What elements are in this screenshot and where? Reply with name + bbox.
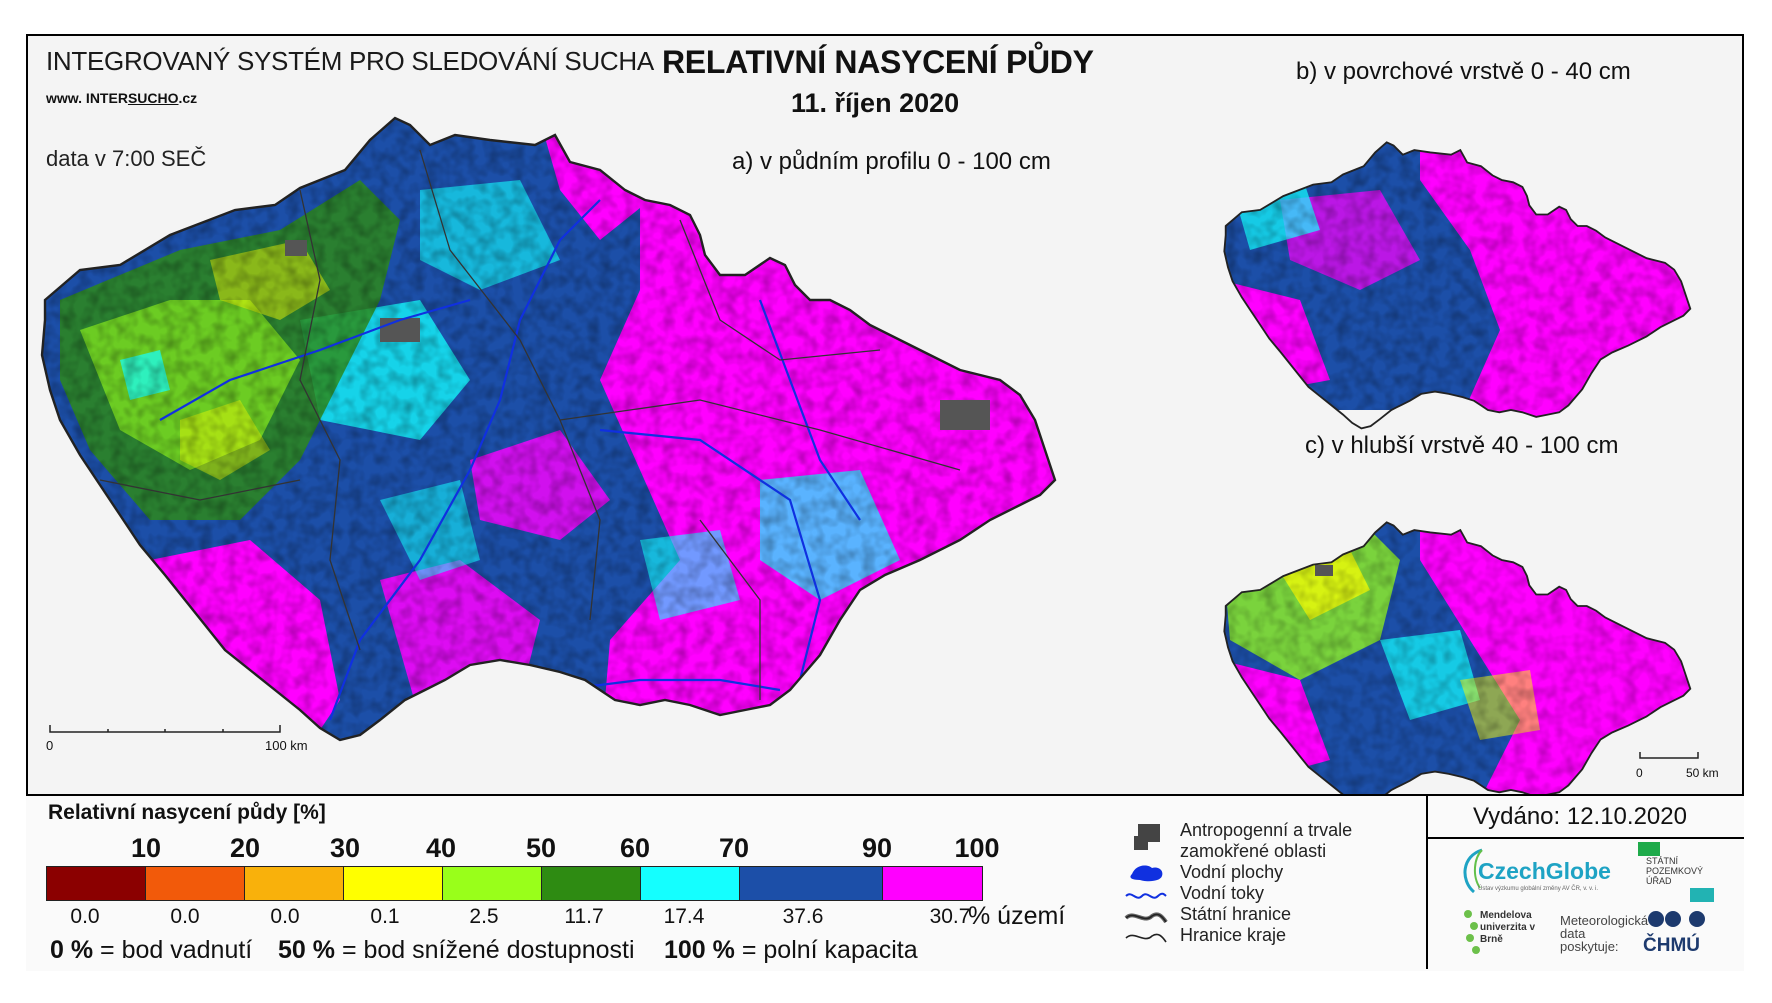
data-time-label: data v 7:00 SEČ — [46, 146, 207, 171]
legend-state-border-label: Státní hranice — [1180, 904, 1292, 924]
legend-percent: 0.1 — [370, 905, 400, 928]
legend-streams-label: Vodní toky — [1180, 883, 1265, 903]
map-b — [1224, 142, 1691, 420]
legend-tick: 30 — [329, 833, 361, 863]
legend-color-swatch — [443, 867, 542, 900]
legend-tick: 10 — [130, 833, 162, 863]
water-body-icon — [1130, 865, 1163, 882]
symbol-icons — [1124, 824, 1168, 943]
legend-color-swatch — [344, 867, 443, 900]
legend-color-swatch — [47, 867, 146, 900]
legend-anthropogenic-label: Antropogenní a trvale zamokřené oblasti — [1180, 820, 1353, 861]
legend-water-bodies-label: Vodní plochy — [1180, 862, 1284, 882]
legend-color-swatch — [883, 867, 982, 900]
legend-percent: 2.5 — [469, 905, 499, 928]
river-icon — [1125, 892, 1167, 899]
map-a-label: a) v půdním profilu 0 - 100 cm — [732, 148, 1051, 175]
chmu-logo-icon — [1648, 911, 1705, 927]
page-title: RELATIVNÍ NASYCENÍ PŮDY — [662, 44, 1094, 80]
legend-title: Relativní nasycení půdy [%] — [48, 801, 326, 824]
legend-note-capacity: 100 % = polní kapacita — [664, 936, 918, 964]
scale-bar-main — [49, 725, 281, 733]
scale-small-end: 50 km — [1686, 766, 1719, 780]
map-c-label: c) v hlubší vrstvě 40 - 100 cm — [1305, 432, 1619, 459]
legend-color-swatch — [740, 867, 883, 900]
legend-percent: 30.7 — [929, 905, 971, 928]
legend-percent: 37.6 — [782, 905, 824, 928]
map-c — [1224, 522, 1691, 794]
scale-main-zero: 0 — [46, 738, 53, 753]
website-prefix: www. INTER — [46, 90, 128, 106]
spu-logo-icon — [1638, 842, 1660, 856]
czechglobe-logo[interactable] — [1462, 846, 1622, 896]
legend-percent: 11.7 — [564, 905, 604, 928]
legend-percent: 0.0 — [270, 905, 300, 928]
map-b-label: b) v povrchové vrstvě 0 - 40 cm — [1296, 58, 1631, 85]
mendel-dots-icon — [1464, 910, 1480, 954]
legend-tick: 60 — [619, 833, 651, 863]
legend-note-reduced: 50 % = bod snížené dostupnosti — [278, 936, 635, 964]
legend-tick: 70 — [718, 833, 750, 863]
legend-tick: 40 — [425, 833, 457, 863]
legend-color-swatch — [641, 867, 740, 900]
legend-color-swatch — [245, 867, 344, 900]
anthropogenic-icon — [1134, 824, 1160, 850]
mendel-text: Mendelova univerzita v Brně — [1480, 910, 1536, 945]
scale-small-zero: 0 — [1636, 766, 1643, 780]
legend-tick: 100 — [954, 833, 1000, 863]
czechglobe-text: CzechGlobe — [1478, 858, 1611, 884]
legend-note-wilting: 0 % = bod vadnutí — [50, 936, 253, 964]
spu-text: STÁTNÍ POZEMKOVÝ ÚŘAD — [1646, 856, 1704, 886]
legend-color-swatch — [542, 867, 641, 900]
scale-main-end: 100 km — [265, 738, 308, 753]
chmu-text: ČHMÚ — [1643, 935, 1700, 956]
czechglobe-subtitle: Ústav výzkumu globální změny AV ČR, v. v… — [1478, 886, 1599, 892]
system-title: INTEGROVANÝ SYSTÉM PRO SLEDOVÁNÍ SUCHA — [46, 46, 654, 76]
spu-accent-icon — [1690, 888, 1714, 902]
legend-percent: 17.4 — [663, 905, 705, 928]
map-date: 11. říjen 2020 — [791, 88, 960, 118]
legend-percent: 0.0 — [70, 905, 100, 928]
region-border-icon — [1125, 933, 1167, 943]
website-suffix: .cz — [178, 90, 198, 106]
scale-bar-small — [1639, 752, 1699, 759]
website-mid: SUCHO — [127, 90, 179, 106]
website-link[interactable]: www. INTERSUCHO.cz — [46, 90, 197, 106]
meteo-data-text: Meteorologická data poskytuje: — [1560, 913, 1649, 954]
legend-colorbar — [46, 866, 983, 901]
maps-svg: 0 100 km 0 50 km — [40, 116, 1719, 794]
issued-date: Vydáno: 12.10.2020 — [1473, 803, 1687, 830]
legend-tick: 20 — [229, 833, 261, 863]
legend-color-swatch — [146, 867, 245, 900]
legend-unit: % území — [968, 902, 1066, 930]
legend-tick: 50 — [525, 833, 557, 863]
legend-percent: 0.0 — [170, 905, 200, 928]
legend-tick: 90 — [861, 833, 893, 863]
issuer-panel — [1426, 794, 1744, 969]
map-a — [42, 118, 1055, 740]
legend-region-border-label: Hranice kraje — [1180, 925, 1287, 945]
